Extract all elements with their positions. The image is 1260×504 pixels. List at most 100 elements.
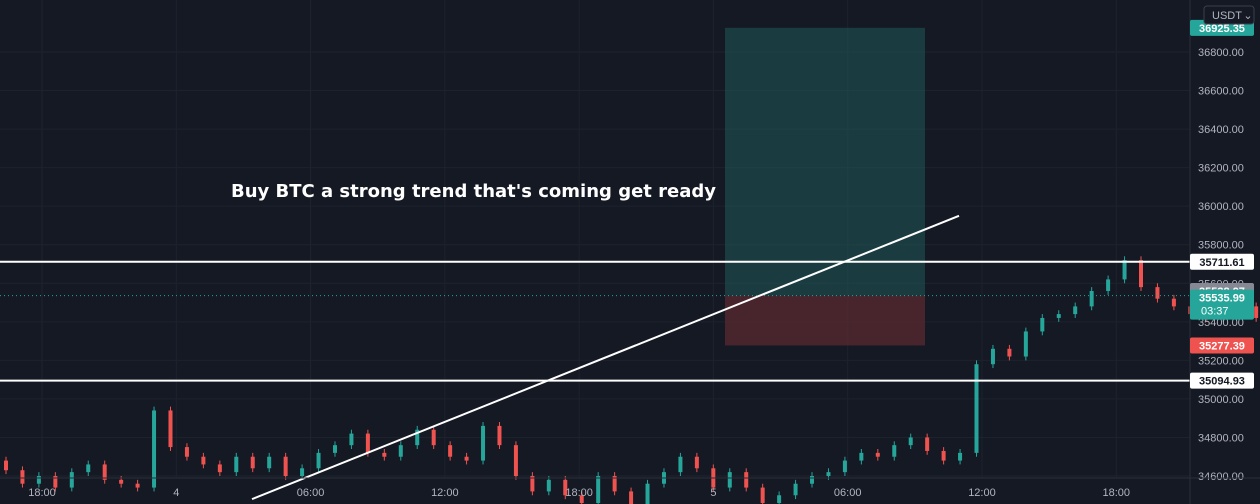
- candle-body: [398, 445, 403, 457]
- long-position-box[interactable]: [725, 27, 925, 346]
- candle-body: [267, 456, 272, 469]
- candle-body: [925, 437, 930, 451]
- candle-body: [497, 425, 502, 446]
- candle-body: [678, 456, 683, 473]
- candle-body: [1056, 314, 1061, 318]
- time-tick-label: 4: [173, 487, 179, 499]
- price-tick-label: 34800.00: [1198, 432, 1244, 444]
- candle-body: [464, 456, 469, 461]
- candle-body: [546, 479, 551, 492]
- candle-body: [250, 456, 255, 469]
- candle-body: [4, 460, 8, 471]
- candle-body: [119, 479, 124, 484]
- time-axis[interactable]: 18:00 4 06:00 12:00 18:00 5 06:00 12:00 18:00: [0, 477, 1260, 499]
- candle-body: [1089, 290, 1094, 307]
- candle-body: [283, 456, 288, 476]
- price-tick-label: 36600.00: [1198, 86, 1244, 98]
- candle-body: [826, 472, 831, 476]
- candle-body: [1254, 306, 1259, 318]
- candle-body: [1023, 331, 1028, 357]
- candle-body: [596, 476, 601, 503]
- candle-body: [201, 456, 206, 465]
- candle-body: [86, 464, 91, 473]
- candle-body: [958, 452, 963, 461]
- time-tick-label: 18:00: [565, 487, 593, 499]
- annotation-text[interactable]: Buy BTC a strong trend that's coming get…: [231, 181, 716, 202]
- resistance-price-tag-bg: [1190, 253, 1254, 270]
- stop-price-tag: 35277.39: [1199, 340, 1245, 352]
- candle-body: [332, 445, 337, 453]
- candle-body: [69, 472, 74, 488]
- time-tick-label: 06:00: [834, 487, 862, 499]
- candle-body: [990, 348, 995, 365]
- candle-body: [300, 468, 305, 476]
- candle-body: [382, 452, 387, 457]
- candle-body: [53, 476, 58, 488]
- profit-zone[interactable]: [725, 27, 925, 296]
- candle-body: [859, 452, 864, 461]
- candle-body: [20, 470, 25, 484]
- candle-body: [744, 472, 749, 488]
- currency-selector-box[interactable]: [1203, 5, 1255, 25]
- candle-body: [760, 487, 765, 503]
- dropdown-chevron-icon[interactable]: ⌄: [1243, 10, 1252, 22]
- candle-body: [1040, 317, 1045, 332]
- candle-body: [793, 483, 798, 496]
- candle-body: [727, 472, 732, 488]
- time-tick-label: 5: [710, 487, 716, 499]
- current-price-tag-bg: [1190, 289, 1254, 320]
- candle-body: [875, 452, 880, 457]
- price-tick-label: 36000.00: [1198, 201, 1244, 213]
- candle-body: [1155, 287, 1160, 299]
- candle-body: [349, 433, 354, 446]
- candle-body: [234, 456, 239, 473]
- candle-body: [1106, 279, 1111, 291]
- candle-body: [36, 476, 41, 484]
- grid-lines: [0, 0, 1190, 478]
- candle-body: [629, 491, 634, 504]
- price-tick-label: 34600.00: [1198, 471, 1244, 483]
- candle-body: [777, 495, 782, 503]
- trend-line[interactable]: [251, 214, 960, 501]
- candle-body: [316, 452, 321, 469]
- candle-body: [974, 364, 979, 453]
- candle-body: [448, 445, 453, 457]
- time-tick-label: 12:00: [968, 487, 996, 499]
- candle-body: [184, 447, 189, 457]
- resistance-price-tag: 35711.61: [1199, 257, 1244, 269]
- price-tick-label: 35000.00: [1198, 394, 1244, 406]
- time-tick-label: 06:00: [297, 487, 325, 499]
- candle-body: [892, 445, 897, 457]
- target-price-tag: 36925.35: [1199, 23, 1245, 35]
- time-tick-label: 18:00: [1102, 487, 1130, 499]
- time-tick-label: 18:00: [28, 487, 56, 499]
- price-tick-label: 36200.00: [1198, 163, 1244, 175]
- candle-body: [1007, 348, 1012, 357]
- price-axis[interactable]: 36800.00 36600.00 36400.00 36200.00 36000.00…: [1189, 0, 1244, 504]
- candle-body: [645, 483, 650, 504]
- candle-body: [431, 429, 436, 446]
- support-price-tag-bg: [1190, 372, 1254, 389]
- candle-body: [415, 429, 420, 446]
- currency-selector[interactable]: USDT ⌄: [1203, 5, 1255, 25]
- candle-body: [135, 483, 140, 488]
- candle-body: [513, 445, 518, 476]
- loss-zone[interactable]: [725, 295, 925, 346]
- candle-body: [1122, 260, 1127, 280]
- candle-body: [217, 464, 222, 473]
- time-tick-label: 12:00: [431, 487, 459, 499]
- candle-body: [168, 410, 173, 448]
- candle-body: [563, 479, 568, 496]
- candle-body: [941, 450, 946, 461]
- price-tick-label: 35800.00: [1198, 240, 1244, 252]
- currency-label[interactable]: USDT: [1212, 10, 1242, 22]
- price-tags: 36925.3535711.6135538.9735535.9903:37352…: [1190, 19, 1254, 389]
- countdown-tag: 03:37: [1201, 306, 1229, 318]
- candle-body: [908, 437, 913, 446]
- candle-body: [579, 495, 584, 503]
- candle-body: [842, 460, 847, 473]
- candle-body: [810, 476, 815, 484]
